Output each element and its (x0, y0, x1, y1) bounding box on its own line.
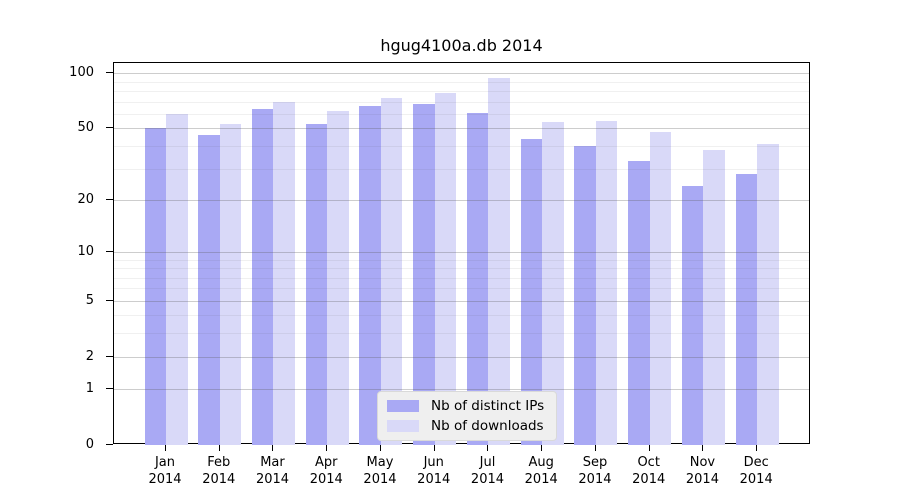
x-tick-label: Apr 2014 (309, 455, 343, 487)
x-tick-mark (379, 444, 381, 451)
major-gridline (114, 251, 809, 253)
legend-item-distinct-ips: Nb of distinct IPs (387, 398, 544, 414)
bar-distinct-ips (305, 123, 328, 445)
x-tick-mark (433, 444, 435, 451)
bar-distinct-ips (628, 161, 650, 445)
minor-gridline (114, 168, 809, 170)
y-tick-label: 100 (69, 65, 94, 81)
bar-distinct-ips (144, 128, 166, 445)
legend-label-downloads: Nb of downloads (431, 418, 544, 434)
x-tick-label: Jan 2014 (148, 455, 182, 487)
x-tick-label: Aug 2014 (524, 455, 558, 487)
bar-distinct-ips (413, 104, 435, 445)
x-tick-mark (756, 444, 758, 451)
bar-distinct-ips (466, 112, 489, 445)
major-gridline (114, 73, 809, 75)
y-tick-label: 5 (85, 292, 94, 308)
minor-gridline (114, 277, 809, 279)
chart-title: hgug4100a.db 2014 (380, 36, 543, 55)
bar-downloads (166, 114, 188, 445)
minor-gridline (114, 101, 809, 103)
bar-downloads (703, 150, 725, 445)
x-tick-mark (218, 444, 220, 451)
minor-gridline (114, 333, 809, 335)
legend: Nb of distinct IPs Nb of downloads (377, 391, 558, 441)
x-tick-label: Oct 2014 (632, 455, 666, 487)
plot-area: Nb of distinct IPs Nb of downloads (113, 62, 810, 445)
bar-distinct-ips (359, 106, 381, 445)
x-tick-label: Jun 2014 (417, 455, 451, 487)
bar-downloads (434, 93, 457, 445)
bar-distinct-ips (681, 185, 704, 445)
bar-downloads (488, 78, 510, 445)
x-tick-mark (272, 444, 274, 451)
minor-gridline (114, 268, 809, 270)
minor-gridline (114, 146, 809, 148)
x-tick-mark (326, 444, 328, 451)
bar-downloads (757, 144, 779, 445)
y-tick-mark (106, 444, 113, 445)
y-tick-label: 2 (85, 348, 94, 364)
y-tick-label: 50 (77, 120, 94, 136)
bar-downloads (219, 123, 242, 445)
x-tick-mark (487, 444, 489, 451)
y-tick-mark (106, 355, 113, 357)
minor-gridline (114, 288, 809, 290)
bar-distinct-ips (251, 108, 274, 445)
minor-gridline (114, 315, 809, 317)
downloads-swatch (387, 420, 419, 432)
legend-label-distinct-ips: Nb of distinct IPs (431, 398, 545, 414)
x-tick-label: Mar 2014 (255, 455, 290, 487)
x-tick-mark (594, 444, 596, 451)
bar-downloads (649, 131, 672, 445)
bar-downloads (542, 122, 564, 445)
x-tick-label: Jul 2014 (470, 455, 505, 487)
bar-downloads (380, 98, 403, 445)
y-tick-label: 0 (85, 437, 94, 452)
minor-gridline (114, 259, 809, 261)
minor-gridline (114, 81, 809, 83)
y-tick-label: 10 (77, 243, 94, 259)
bar-downloads (327, 111, 349, 445)
major-gridline (114, 300, 809, 302)
major-gridline (114, 199, 809, 201)
major-gridline (114, 356, 809, 358)
y-tick-mark (106, 72, 113, 74)
legend-item-downloads: Nb of downloads (387, 418, 544, 434)
x-tick-mark (648, 444, 650, 451)
x-tick-label: Nov 2014 (685, 455, 719, 487)
y-tick-label: 20 (77, 191, 94, 207)
x-tick-mark (165, 444, 166, 451)
minor-gridline (114, 114, 809, 116)
y-tick-mark (106, 388, 113, 390)
y-tick-mark (106, 299, 113, 301)
x-tick-mark (702, 444, 704, 451)
bar-distinct-ips (574, 146, 596, 445)
bar-distinct-ips (520, 138, 543, 445)
bar-downloads (595, 120, 618, 445)
distinct-ips-swatch (387, 400, 419, 412)
x-tick-mark (541, 444, 543, 451)
major-gridline (114, 389, 809, 391)
x-tick-label: May 2014 (363, 455, 397, 487)
y-tick-mark (106, 127, 113, 129)
bar-distinct-ips (735, 173, 758, 445)
y-tick-mark (106, 250, 113, 252)
x-tick-label: Dec 2014 (739, 455, 773, 487)
bar-downloads (273, 101, 295, 445)
major-gridline (114, 128, 809, 130)
x-tick-label: Feb 2014 (202, 455, 236, 487)
y-tick-mark (106, 198, 113, 200)
minor-gridline (114, 91, 809, 93)
x-tick-label: Sep 2014 (578, 455, 612, 487)
y-tick-label: 1 (85, 381, 94, 397)
bar-distinct-ips (198, 135, 220, 445)
